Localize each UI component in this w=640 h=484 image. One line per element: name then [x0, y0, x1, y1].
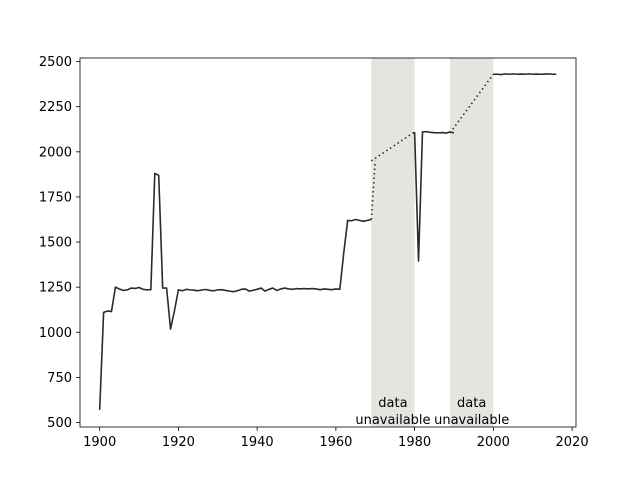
axes: 1900 1920 1940 1960 1980 2000 2020 500 750 1000 12…: [39, 55, 589, 450]
x-tick-label: 1940: [241, 435, 274, 450]
series-line-2: [370, 160, 377, 220]
x-tick-label: 1920: [162, 435, 195, 450]
series-lines: [98, 73, 557, 410]
y-tick-label: 1750: [39, 190, 72, 205]
plot-frame: [79, 57, 577, 428]
x-tick-label: 1900: [83, 435, 116, 450]
gap-label-line1-2: data: [457, 396, 486, 411]
x-tick-label: 1960: [319, 435, 352, 450]
series-line-1: [98, 172, 372, 410]
gap-label-line1-1: data: [378, 396, 407, 411]
y-tick-label: 2000: [39, 145, 72, 160]
unavailable-band-2: [450, 58, 494, 427]
x-tick-label: 1980: [398, 435, 431, 450]
y-tick-label: 1000: [39, 326, 72, 341]
series-line-3: [413, 130, 455, 262]
y-tick-label: 2500: [39, 55, 72, 70]
gap-label-line2-1: unavailable: [355, 413, 430, 428]
unavailable-band-1: [371, 58, 415, 427]
unavailable-bands: [371, 58, 494, 427]
y-tick-label: 750: [47, 371, 72, 386]
y-tick-label: 1500: [39, 236, 72, 251]
x-tick-label: 2020: [556, 435, 589, 450]
gap-dotted-line-2: [449, 73, 494, 134]
y-tick-label: 1250: [39, 281, 72, 296]
gap-labels: data unavailable data unavailable: [355, 396, 509, 428]
series-line-4: [493, 73, 557, 76]
gap-label-line2-2: unavailable: [434, 413, 509, 428]
y-tick-label: 500: [47, 416, 72, 431]
y-tick-label: 2250: [39, 100, 72, 115]
x-tick-label: 2000: [477, 435, 510, 450]
